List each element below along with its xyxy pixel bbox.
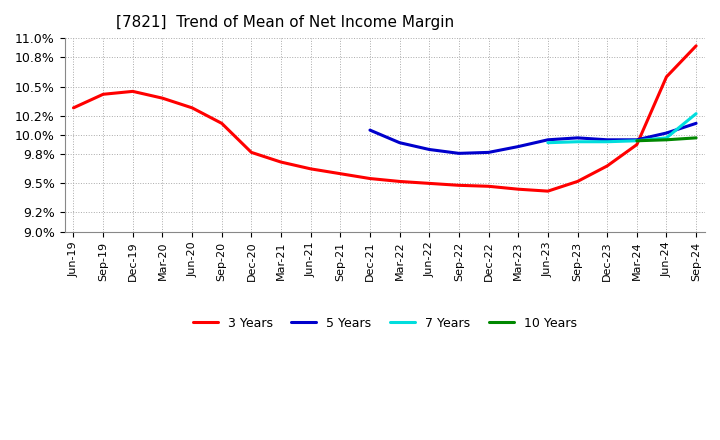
7 Years: [544, 140, 552, 145]
Line: 5 Years: 5 Years: [370, 123, 696, 154]
7 Years: [632, 138, 641, 143]
3 Years: [692, 43, 701, 48]
7 Years: [692, 111, 701, 116]
10 Years: [662, 137, 671, 143]
7 Years: [603, 139, 611, 144]
3 Years: [128, 89, 137, 94]
3 Years: [158, 95, 167, 101]
3 Years: [662, 74, 671, 80]
Line: 3 Years: 3 Years: [73, 46, 696, 191]
10 Years: [632, 138, 641, 143]
3 Years: [514, 187, 523, 192]
3 Years: [99, 92, 107, 97]
3 Years: [247, 150, 256, 155]
3 Years: [544, 188, 552, 194]
3 Years: [485, 183, 493, 189]
3 Years: [395, 179, 404, 184]
3 Years: [336, 171, 345, 176]
Legend: 3 Years, 5 Years, 7 Years, 10 Years: 3 Years, 5 Years, 7 Years, 10 Years: [187, 312, 582, 335]
7 Years: [662, 135, 671, 140]
5 Years: [603, 137, 611, 143]
Line: 10 Years: 10 Years: [636, 138, 696, 141]
3 Years: [69, 105, 78, 110]
5 Years: [485, 150, 493, 155]
3 Years: [366, 176, 374, 181]
3 Years: [603, 163, 611, 169]
5 Years: [425, 147, 433, 152]
5 Years: [632, 137, 641, 143]
5 Years: [662, 130, 671, 136]
3 Years: [573, 179, 582, 184]
3 Years: [188, 105, 197, 110]
5 Years: [544, 137, 552, 143]
3 Years: [217, 121, 226, 126]
5 Years: [454, 151, 463, 156]
3 Years: [454, 183, 463, 188]
Text: [7821]  Trend of Mean of Net Income Margin: [7821] Trend of Mean of Net Income Margi…: [116, 15, 454, 30]
3 Years: [276, 159, 285, 165]
5 Years: [692, 121, 701, 126]
3 Years: [632, 142, 641, 147]
5 Years: [366, 128, 374, 133]
3 Years: [306, 166, 315, 172]
5 Years: [395, 140, 404, 145]
5 Years: [514, 144, 523, 149]
7 Years: [573, 139, 582, 144]
5 Years: [573, 135, 582, 140]
10 Years: [692, 135, 701, 140]
3 Years: [425, 181, 433, 186]
Line: 7 Years: 7 Years: [548, 114, 696, 143]
